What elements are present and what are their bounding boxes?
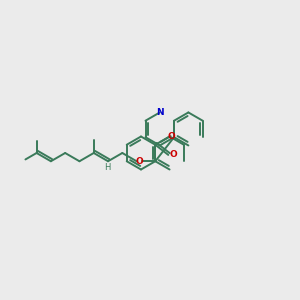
Text: O: O [136,157,143,166]
Text: N: N [156,108,164,117]
Text: O: O [168,132,176,141]
Text: O: O [169,150,177,159]
Text: H: H [103,163,110,172]
